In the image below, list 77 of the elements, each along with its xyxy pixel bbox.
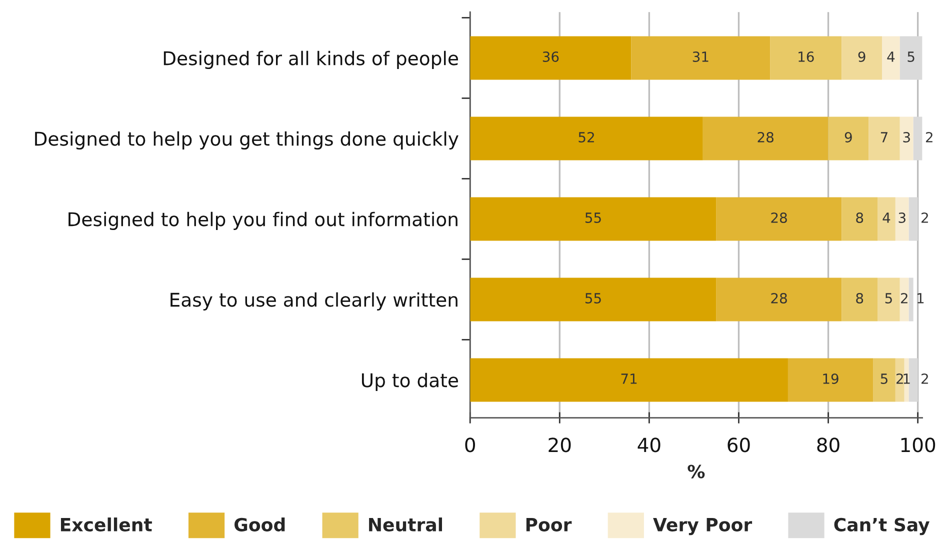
bar bbox=[868, 116, 900, 160]
legend-label: Very Poor bbox=[653, 518, 752, 536]
data-label: 55 bbox=[585, 293, 601, 304]
bar bbox=[842, 278, 878, 322]
bar bbox=[788, 358, 874, 402]
bar bbox=[828, 116, 869, 160]
bar bbox=[900, 116, 914, 160]
y-tick-label: Up to date bbox=[362, 372, 458, 391]
y-tick-label: Designed to help you find out information bbox=[68, 212, 458, 230]
bar bbox=[913, 116, 922, 160]
data-label: 1 bbox=[918, 293, 924, 304]
data-label: 2 bbox=[922, 373, 928, 384]
legend-label: Can’t Say bbox=[834, 518, 930, 536]
data-label: 4 bbox=[882, 212, 890, 223]
bar bbox=[900, 278, 909, 322]
data-label: 55 bbox=[585, 212, 601, 223]
data-label: 8 bbox=[856, 292, 864, 304]
data-label: 5 bbox=[885, 293, 892, 304]
data-label: 28 bbox=[771, 212, 787, 223]
bar bbox=[895, 197, 909, 241]
bar bbox=[716, 278, 842, 322]
bar bbox=[470, 116, 703, 160]
data-label: 9 bbox=[844, 132, 852, 142]
x-tick-label: 80 bbox=[817, 438, 840, 452]
x-tick-label: 20 bbox=[548, 438, 571, 452]
bar bbox=[770, 36, 842, 80]
data-label: 3 bbox=[903, 132, 910, 142]
bar bbox=[631, 36, 770, 80]
data-label: 31 bbox=[692, 51, 708, 62]
x-tick-label: 60 bbox=[728, 438, 750, 452]
bar bbox=[716, 197, 842, 241]
data-label: 9 bbox=[858, 51, 866, 62]
bar bbox=[842, 36, 882, 80]
bar bbox=[878, 197, 896, 241]
data-label: 36 bbox=[542, 51, 559, 62]
legend-label: Poor bbox=[526, 518, 572, 532]
bar bbox=[470, 278, 716, 322]
data-label: 5 bbox=[880, 374, 888, 384]
x-axis-title: % bbox=[688, 464, 705, 478]
x-tick-label: 100 bbox=[901, 438, 936, 452]
bar bbox=[470, 197, 716, 241]
data-label: 2 bbox=[922, 212, 928, 223]
data-label: 7 bbox=[880, 132, 888, 142]
legend-label: Neutral bbox=[369, 517, 442, 532]
bar bbox=[882, 36, 900, 80]
bar bbox=[842, 197, 878, 241]
data-label: 28 bbox=[758, 132, 774, 142]
data-label: 2 bbox=[900, 292, 908, 304]
data-label: 28 bbox=[771, 292, 787, 304]
legend-label: Good bbox=[234, 517, 285, 532]
data-label: 2 bbox=[896, 373, 903, 384]
data-label: 3 bbox=[898, 212, 906, 223]
bar bbox=[908, 197, 918, 241]
bar bbox=[470, 36, 632, 80]
bar bbox=[873, 358, 896, 402]
bar bbox=[900, 36, 922, 80]
data-label: 19 bbox=[823, 373, 838, 384]
bar bbox=[702, 116, 828, 160]
bar bbox=[908, 358, 918, 402]
data-label: 52 bbox=[578, 132, 594, 142]
data-label: 1 bbox=[904, 374, 910, 384]
x-tick-label: 40 bbox=[638, 438, 660, 452]
legend-label: Excellent bbox=[60, 517, 152, 532]
data-label: 71 bbox=[621, 374, 637, 384]
bar bbox=[878, 278, 900, 322]
data-label: 5 bbox=[908, 52, 914, 62]
data-label: 4 bbox=[887, 52, 895, 62]
bar bbox=[895, 358, 904, 402]
data-label: 2 bbox=[926, 132, 932, 142]
bar bbox=[470, 358, 788, 402]
data-label: 16 bbox=[798, 51, 814, 62]
y-tick-label: Easy to use and clearly written bbox=[170, 292, 458, 310]
y-tick-label: Designed for all kinds of people bbox=[164, 50, 458, 69]
data-label: 8 bbox=[856, 212, 864, 223]
bar bbox=[908, 278, 914, 322]
x-tick-label: 0 bbox=[465, 438, 476, 452]
y-tick-label: Designed to help you get things done quickly bbox=[35, 131, 458, 150]
